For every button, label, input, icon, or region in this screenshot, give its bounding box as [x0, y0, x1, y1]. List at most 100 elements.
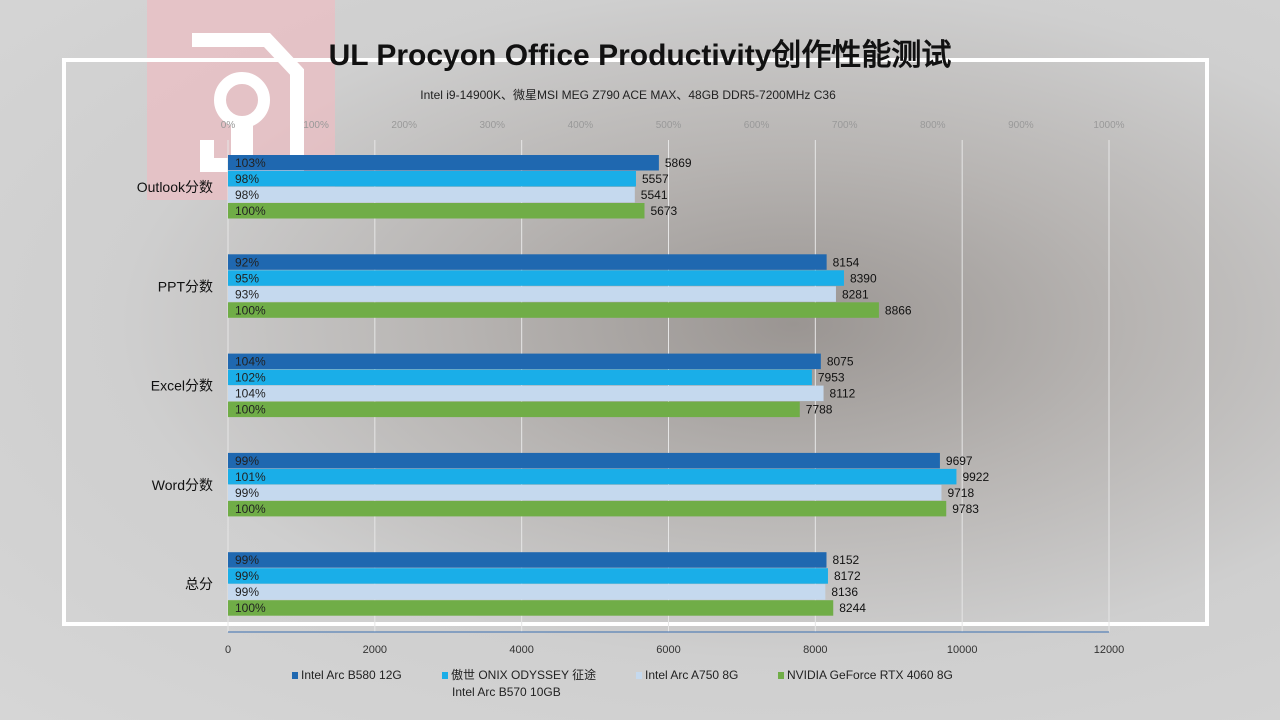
category-label: Outlook分数 — [137, 179, 213, 195]
legend-label: Intel Arc A750 8G — [645, 668, 739, 682]
bar-value-label: 9783 — [952, 502, 979, 516]
bar-percent-label: 100% — [235, 303, 266, 317]
bar — [228, 286, 836, 302]
bar-value-label: 8152 — [832, 553, 859, 567]
bar-percent-label: 99% — [235, 553, 259, 567]
secondary-x-tick-label: 800% — [920, 120, 946, 131]
legend-label-line2: Intel Arc B570 10GB — [452, 685, 561, 699]
secondary-x-tick-label: 400% — [568, 120, 594, 131]
category-label: Word分数 — [152, 477, 213, 493]
bar-percent-label: 95% — [235, 271, 259, 285]
bar-value-label: 7788 — [806, 403, 833, 417]
bar-percent-label: 99% — [235, 454, 259, 468]
legend-swatch — [778, 672, 784, 679]
bar — [228, 500, 947, 517]
bar — [228, 568, 828, 584]
secondary-x-tick-label: 300% — [480, 120, 506, 131]
x-tick-label: 12000 — [1094, 644, 1125, 656]
white-frame — [62, 58, 1209, 626]
bar-value-label: 5557 — [642, 172, 669, 186]
category-label: Excel分数 — [151, 378, 213, 394]
bar — [228, 155, 659, 171]
bar-value-label: 9697 — [946, 454, 973, 468]
x-tick-label: 10000 — [947, 644, 978, 656]
bar — [228, 302, 879, 318]
bar — [228, 401, 800, 418]
bar-percent-label: 103% — [235, 156, 266, 170]
bar-value-label: 8172 — [834, 569, 861, 583]
bar — [228, 254, 827, 270]
bar — [228, 584, 826, 600]
legend-item: 傲世 ONIX ODYSSEY 征途 Intel Arc B570 10GB — [442, 667, 596, 701]
bar-percent-label: 92% — [235, 255, 259, 269]
secondary-x-tick-label: 1000% — [1093, 120, 1124, 131]
x-tick-label: 6000 — [656, 644, 680, 656]
secondary-x-tick-label: 100% — [303, 120, 329, 131]
secondary-x-tick-label: 0% — [221, 120, 236, 131]
bar — [228, 187, 635, 203]
bar-percent-label: 99% — [235, 585, 259, 599]
legend-swatch — [442, 672, 448, 679]
bar-value-label: 5541 — [641, 188, 668, 202]
bar — [228, 171, 636, 187]
bar-percent-label: 98% — [235, 188, 259, 202]
bar — [228, 452, 940, 469]
bar-percent-label: 104% — [235, 387, 266, 401]
legend-label: 傲世 ONIX ODYSSEY 征途 — [451, 668, 597, 682]
bar-value-label: 7953 — [818, 371, 845, 385]
bar-percent-label: 98% — [235, 172, 259, 186]
chart-title: UL Procyon Office Productivity创作性能测试 — [328, 39, 952, 72]
bar — [228, 353, 821, 370]
category-label: 总分 — [185, 576, 213, 592]
bar-value-label: 8866 — [885, 303, 912, 317]
bar-value-label: 9718 — [947, 486, 974, 500]
bar-percent-label: 104% — [235, 355, 266, 369]
bar-value-label: 8244 — [839, 601, 866, 615]
bar-percent-label: 102% — [235, 371, 266, 385]
bar — [228, 369, 812, 386]
bar-value-label: 8154 — [833, 255, 860, 269]
bar — [228, 468, 957, 485]
category-label: PPT分数 — [158, 278, 213, 294]
bar-percent-label: 99% — [235, 569, 259, 583]
legend-swatch — [636, 672, 642, 679]
bar — [228, 484, 942, 501]
bar-value-label: 9922 — [962, 470, 989, 484]
bar-value-label: 5673 — [650, 204, 677, 218]
secondary-x-tick-label: 500% — [656, 120, 682, 131]
legend-label: Intel Arc B580 12G — [301, 668, 402, 682]
x-tick-label: 0 — [225, 644, 231, 656]
bar-value-label: 8390 — [850, 271, 877, 285]
bar — [228, 203, 645, 219]
bar-value-label: 8075 — [827, 355, 854, 369]
bar-percent-label: 100% — [235, 204, 266, 218]
x-tick-label: 2000 — [363, 644, 387, 656]
bar-percent-label: 100% — [235, 502, 266, 516]
bar-percent-label: 101% — [235, 470, 266, 484]
bar — [228, 552, 827, 568]
legend-label: NVIDIA GeForce RTX 4060 8G — [787, 668, 953, 682]
secondary-x-tick-label: 600% — [744, 120, 770, 131]
secondary-x-tick-label: 700% — [832, 120, 858, 131]
x-tick-label: 4000 — [509, 644, 533, 656]
secondary-x-tick-label: 200% — [391, 120, 417, 131]
bar-percent-label: 100% — [235, 403, 266, 417]
bar-percent-label: 93% — [235, 287, 259, 301]
legend-item: Intel Arc A750 8G — [636, 667, 738, 684]
chart-subtitle: Intel i9-14900K、微星MSI MEG Z790 ACE MAX、4… — [420, 88, 836, 102]
legend-item: NVIDIA GeForce RTX 4060 8G — [778, 667, 953, 684]
bar-value-label: 8112 — [830, 387, 856, 401]
legend-item: Intel Arc B580 12G — [292, 667, 402, 684]
secondary-x-tick-label: 900% — [1008, 120, 1034, 131]
bar-value-label: 8136 — [831, 585, 858, 599]
bar-percent-label: 100% — [235, 601, 266, 615]
legend-swatch — [292, 672, 298, 679]
bar-value-label: 8281 — [842, 287, 869, 301]
x-tick-label: 8000 — [803, 644, 827, 656]
bar-value-label: 5869 — [665, 156, 692, 170]
bar — [228, 270, 844, 286]
bar — [228, 385, 824, 402]
bar — [228, 600, 834, 616]
bar-percent-label: 99% — [235, 486, 259, 500]
